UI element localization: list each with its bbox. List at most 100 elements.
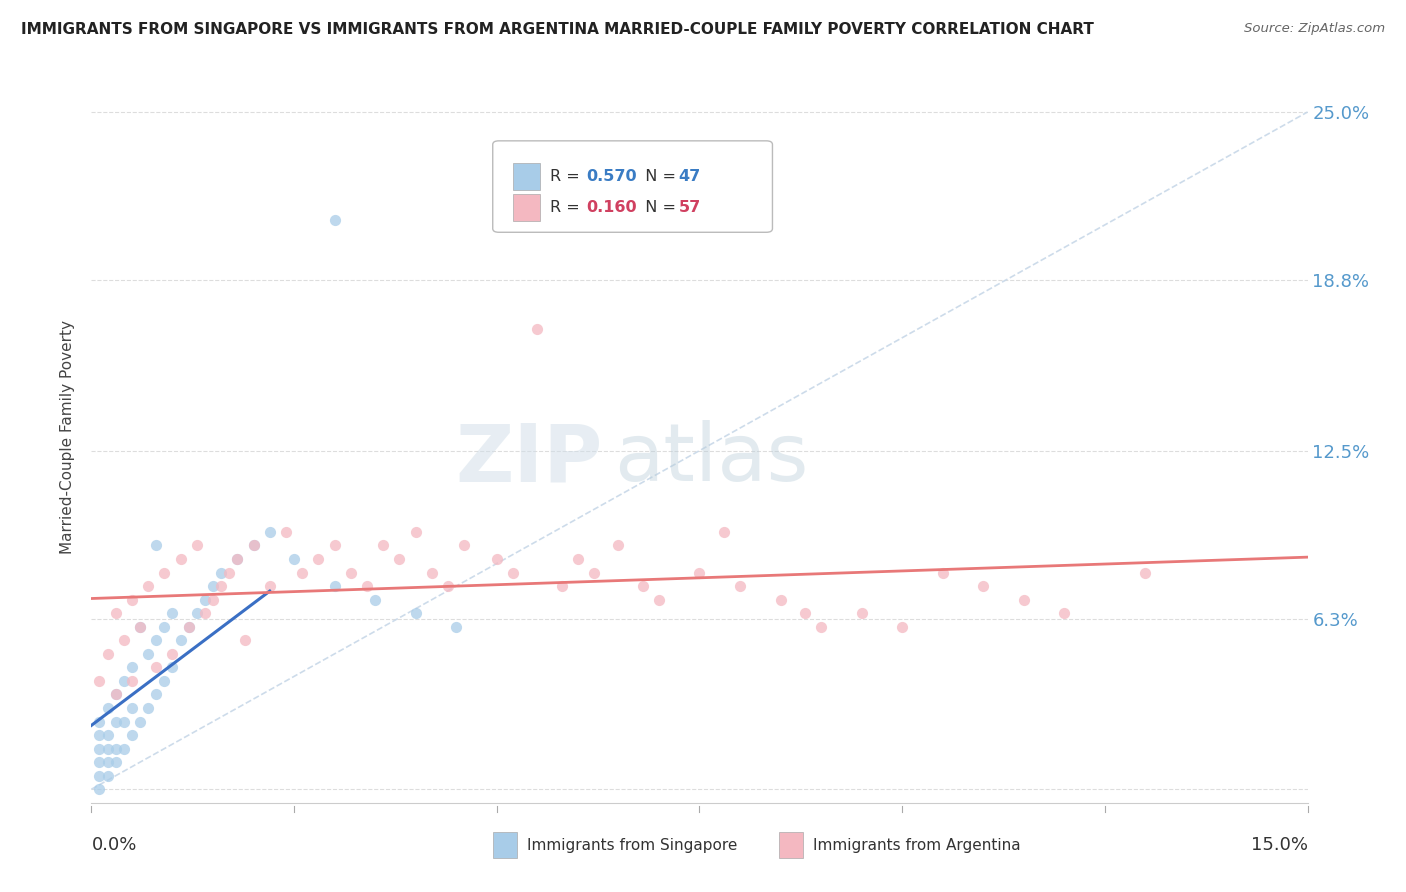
Point bbox=[136, 579, 159, 593]
Point bbox=[891, 620, 914, 634]
Text: 15.0%: 15.0% bbox=[1250, 836, 1308, 854]
Point bbox=[810, 620, 832, 634]
Point bbox=[186, 606, 208, 620]
Point bbox=[89, 728, 111, 742]
Point bbox=[931, 566, 953, 580]
Text: Source: ZipAtlas.com: Source: ZipAtlas.com bbox=[1244, 22, 1385, 36]
Point bbox=[728, 579, 751, 593]
Point bbox=[97, 769, 120, 783]
Point bbox=[162, 606, 184, 620]
Point bbox=[323, 579, 346, 593]
Point bbox=[89, 714, 111, 729]
Point bbox=[121, 728, 143, 742]
Point bbox=[97, 755, 120, 769]
Point bbox=[405, 524, 427, 539]
Point bbox=[186, 538, 208, 552]
Point bbox=[145, 633, 167, 648]
Point bbox=[648, 592, 671, 607]
Text: N =: N = bbox=[636, 169, 681, 184]
Point bbox=[364, 592, 387, 607]
Point bbox=[259, 579, 281, 593]
Point bbox=[162, 660, 184, 674]
Point bbox=[607, 538, 630, 552]
Point bbox=[104, 714, 127, 729]
Point bbox=[177, 620, 200, 634]
Text: 47: 47 bbox=[679, 169, 702, 184]
Point bbox=[420, 566, 443, 580]
Point bbox=[631, 579, 654, 593]
Point bbox=[526, 322, 548, 336]
Point bbox=[851, 606, 873, 620]
Point bbox=[202, 592, 225, 607]
Point bbox=[202, 579, 225, 593]
Text: IMMIGRANTS FROM SINGAPORE VS IMMIGRANTS FROM ARGENTINA MARRIED-COUPLE FAMILY POV: IMMIGRANTS FROM SINGAPORE VS IMMIGRANTS … bbox=[21, 22, 1094, 37]
Point bbox=[444, 620, 467, 634]
Point bbox=[502, 566, 524, 580]
Point bbox=[1053, 606, 1076, 620]
Point bbox=[1135, 566, 1157, 580]
Point bbox=[194, 606, 217, 620]
Point bbox=[291, 566, 314, 580]
Point bbox=[453, 538, 475, 552]
Point bbox=[97, 647, 120, 661]
Point bbox=[145, 538, 167, 552]
Point bbox=[104, 688, 127, 702]
Point bbox=[145, 688, 167, 702]
Point bbox=[89, 769, 111, 783]
Bar bbox=[513, 162, 540, 190]
Text: Immigrants from Singapore: Immigrants from Singapore bbox=[527, 838, 737, 853]
Bar bbox=[513, 194, 540, 221]
Point bbox=[112, 633, 135, 648]
Point bbox=[194, 592, 217, 607]
Point bbox=[356, 579, 378, 593]
Point bbox=[307, 552, 329, 566]
Point bbox=[153, 566, 176, 580]
Point bbox=[218, 566, 240, 580]
Point bbox=[209, 579, 232, 593]
Point bbox=[136, 647, 159, 661]
Point bbox=[145, 660, 167, 674]
Point bbox=[177, 620, 200, 634]
Point bbox=[259, 524, 281, 539]
Text: R =: R = bbox=[550, 200, 585, 215]
Point bbox=[153, 673, 176, 688]
Point bbox=[235, 633, 257, 648]
Text: N =: N = bbox=[636, 200, 681, 215]
Text: 0.0%: 0.0% bbox=[91, 836, 136, 854]
Point bbox=[226, 552, 249, 566]
Point bbox=[340, 566, 363, 580]
Point bbox=[169, 633, 191, 648]
Point bbox=[437, 579, 460, 593]
Point bbox=[104, 741, 127, 756]
Point bbox=[129, 620, 152, 634]
Point bbox=[104, 606, 127, 620]
Y-axis label: Married-Couple Family Poverty: Married-Couple Family Poverty bbox=[60, 320, 76, 554]
Point bbox=[688, 566, 710, 580]
Point bbox=[89, 782, 111, 797]
Point bbox=[226, 552, 249, 566]
Point bbox=[121, 592, 143, 607]
Point bbox=[567, 552, 589, 566]
Point bbox=[162, 647, 184, 661]
Text: 0.160: 0.160 bbox=[586, 200, 637, 215]
Point bbox=[323, 538, 346, 552]
Point bbox=[112, 714, 135, 729]
Text: 57: 57 bbox=[679, 200, 702, 215]
Point bbox=[129, 620, 152, 634]
Point bbox=[550, 579, 572, 593]
Text: Immigrants from Argentina: Immigrants from Argentina bbox=[813, 838, 1021, 853]
Point bbox=[283, 552, 305, 566]
Text: R =: R = bbox=[550, 169, 585, 184]
Point bbox=[485, 552, 508, 566]
Point bbox=[129, 714, 152, 729]
Point bbox=[112, 741, 135, 756]
Text: atlas: atlas bbox=[614, 420, 808, 498]
Point bbox=[104, 688, 127, 702]
Point bbox=[112, 673, 135, 688]
Point bbox=[136, 701, 159, 715]
Point bbox=[121, 660, 143, 674]
Bar bbox=[492, 832, 517, 858]
Point bbox=[972, 579, 994, 593]
Point bbox=[242, 538, 264, 552]
Point bbox=[169, 552, 191, 566]
